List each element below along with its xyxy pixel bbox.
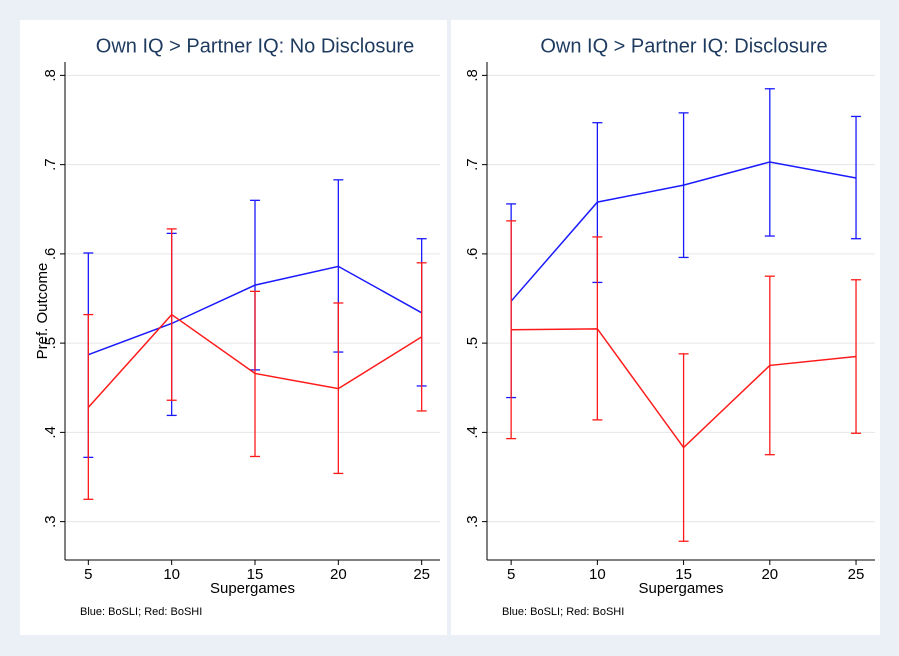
y-tick-label: .4: [42, 426, 59, 439]
panel: [451, 20, 880, 635]
y-tick-label: .4: [464, 426, 481, 439]
x-axis-label: Supergames: [210, 580, 295, 597]
y-axis-label: Pref. Outcome: [34, 263, 51, 360]
y-tick-label: .3: [42, 515, 59, 528]
panel: [20, 20, 447, 635]
series-line: [87, 313, 423, 408]
x-tick-label: 10: [163, 566, 180, 583]
y-tick-label: .5: [464, 337, 481, 350]
y-tick-label: .5: [42, 337, 59, 350]
y-tick-label: .7: [464, 158, 481, 171]
series-line: [511, 328, 857, 449]
y-tick-label: .7: [42, 158, 59, 171]
series-line: [88, 265, 423, 356]
x-tick-label: 15: [675, 566, 692, 583]
x-tick-label: 5: [507, 566, 515, 583]
x-axis-label: Supergames: [638, 580, 723, 597]
y-tick-label: .3: [464, 515, 481, 528]
x-tick-label: 15: [247, 566, 264, 583]
note: Blue: BoSLI; Red: BoSHI: [80, 606, 202, 618]
x-tick-label: 5: [84, 566, 92, 583]
note: Blue: BoSLI; Red: BoSHI: [502, 606, 624, 618]
y-tick-label: .6: [464, 248, 481, 261]
x-tick-label: 20: [761, 566, 778, 583]
y-tick-label: .8: [42, 69, 59, 82]
chart-title: Own IQ > Partner IQ: No Disclosure: [96, 35, 414, 57]
y-tick-label: .6: [42, 248, 59, 261]
series-line: [510, 161, 857, 302]
x-tick-label: 25: [848, 566, 865, 583]
x-tick-label: 25: [413, 566, 430, 583]
x-tick-label: 10: [589, 566, 606, 583]
y-tick-label: .8: [464, 69, 481, 82]
chart-title: Own IQ > Partner IQ: Disclosure: [540, 35, 827, 57]
x-tick-label: 20: [330, 566, 347, 583]
